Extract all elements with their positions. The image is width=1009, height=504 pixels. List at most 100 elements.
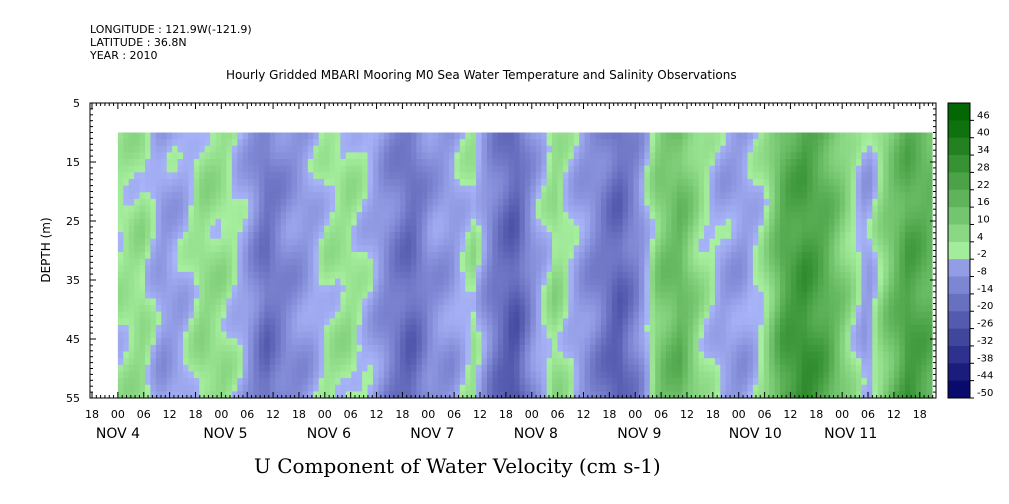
- heatmap-cell: [421, 232, 428, 240]
- heatmap-cell: [606, 378, 613, 386]
- heatmap-cell: [758, 132, 765, 140]
- heatmap-cell: [709, 218, 716, 227]
- heatmap-cell: [334, 344, 341, 353]
- heatmap-cell: [427, 311, 434, 319]
- heatmap-cell: [139, 145, 146, 154]
- heatmap-cell: [660, 178, 667, 187]
- heatmap-cell: [378, 152, 385, 160]
- heatmap-cell: [210, 251, 217, 260]
- heatmap-cell: [524, 178, 531, 187]
- heatmap-cell: [117, 384, 124, 392]
- heatmap-cell: [606, 165, 613, 173]
- heatmap-cell: [503, 251, 510, 260]
- heatmap-cell: [660, 238, 667, 246]
- heatmap-cell: [345, 324, 352, 333]
- heatmap-cell: [481, 305, 488, 313]
- heatmap-cell: [237, 152, 244, 160]
- heatmap-cell: [769, 364, 776, 373]
- heatmap-cell: [172, 278, 179, 286]
- heatmap-cell: [644, 311, 651, 319]
- heatmap-cell: [123, 351, 130, 359]
- heatmap-cell: [486, 285, 493, 293]
- heatmap-cell: [524, 245, 531, 253]
- heatmap-cell: [693, 318, 700, 326]
- heatmap-cell: [177, 338, 184, 346]
- heatmap-cell: [704, 178, 711, 187]
- heatmap-cell: [269, 278, 276, 286]
- heatmap-cell: [340, 178, 347, 187]
- heatmap-cell: [671, 391, 678, 399]
- heatmap-cell: [356, 192, 363, 200]
- heatmap-cell: [248, 351, 255, 359]
- heatmap-cell: [139, 364, 146, 373]
- heatmap-cell: [579, 132, 586, 140]
- heatmap-cell: [731, 212, 738, 220]
- heatmap-cell: [410, 364, 417, 373]
- heatmap-cell: [334, 298, 341, 306]
- heatmap-cell: [204, 251, 211, 260]
- heatmap-cell: [226, 298, 233, 306]
- heatmap-cell: [166, 225, 173, 233]
- heatmap-cell: [731, 192, 738, 200]
- heatmap-cell: [383, 145, 390, 154]
- heatmap-cell: [476, 318, 483, 326]
- heatmap-cell: [231, 324, 238, 333]
- heatmap-cell: [774, 291, 781, 300]
- heatmap-cell: [514, 245, 521, 253]
- heatmap-cell: [649, 205, 656, 213]
- heatmap-cell: [530, 344, 537, 353]
- heatmap-cell: [389, 391, 396, 399]
- heatmap-cell: [742, 358, 749, 366]
- heatmap-cell: [432, 145, 439, 154]
- heatmap-cell: [557, 378, 564, 386]
- heatmap-cell: [476, 205, 483, 213]
- heatmap-cell: [145, 218, 152, 227]
- heatmap-cell: [334, 152, 341, 160]
- heatmap-cell: [128, 298, 135, 306]
- heatmap-cell: [448, 159, 455, 167]
- heatmap-cell: [514, 384, 521, 392]
- heatmap-cell: [731, 331, 738, 339]
- heatmap-cell: [193, 298, 200, 306]
- heatmap-cell: [600, 291, 607, 300]
- heatmap-cell: [183, 212, 190, 220]
- heatmap-cell: [584, 245, 591, 253]
- heatmap-cell: [351, 391, 358, 399]
- heatmap-cell: [405, 364, 412, 373]
- heatmap-cell: [736, 232, 743, 240]
- heatmap-cell: [427, 371, 434, 379]
- heatmap-cell: [210, 378, 217, 386]
- heatmap-cell: [758, 165, 765, 173]
- heatmap-cell: [546, 165, 553, 173]
- heatmap-cell: [720, 364, 727, 373]
- heatmap-cell: [682, 311, 689, 319]
- heatmap-cell: [584, 145, 591, 154]
- heatmap-cell: [736, 178, 743, 187]
- heatmap-cell: [742, 225, 749, 233]
- heatmap-cell: [698, 205, 705, 213]
- heatmap-cell: [128, 331, 135, 339]
- heatmap-cell: [546, 258, 553, 266]
- heatmap-cell: [438, 218, 445, 227]
- heatmap-cell: [123, 238, 130, 246]
- heatmap-cell: [492, 139, 499, 147]
- heatmap-cell: [183, 384, 190, 392]
- heatmap-cell: [573, 305, 580, 313]
- heatmap-cell: [248, 311, 255, 319]
- heatmap-cell: [172, 364, 179, 373]
- heatmap-cell: [552, 331, 559, 339]
- heatmap-cell: [362, 152, 369, 160]
- heatmap-cell: [503, 172, 510, 180]
- heatmap-cell: [340, 338, 347, 346]
- heatmap-cell: [258, 285, 266, 293]
- heatmap-cell: [145, 232, 152, 240]
- heatmap-cell: [568, 285, 575, 293]
- heatmap-cell: [264, 225, 271, 233]
- heatmap-cell: [139, 298, 146, 306]
- heatmap-cell: [470, 298, 477, 306]
- heatmap-cell: [123, 185, 130, 193]
- heatmap-cell: [714, 152, 721, 160]
- heatmap-cell: [318, 152, 325, 160]
- heatmap-cell: [226, 344, 233, 353]
- heatmap-cell: [139, 159, 146, 167]
